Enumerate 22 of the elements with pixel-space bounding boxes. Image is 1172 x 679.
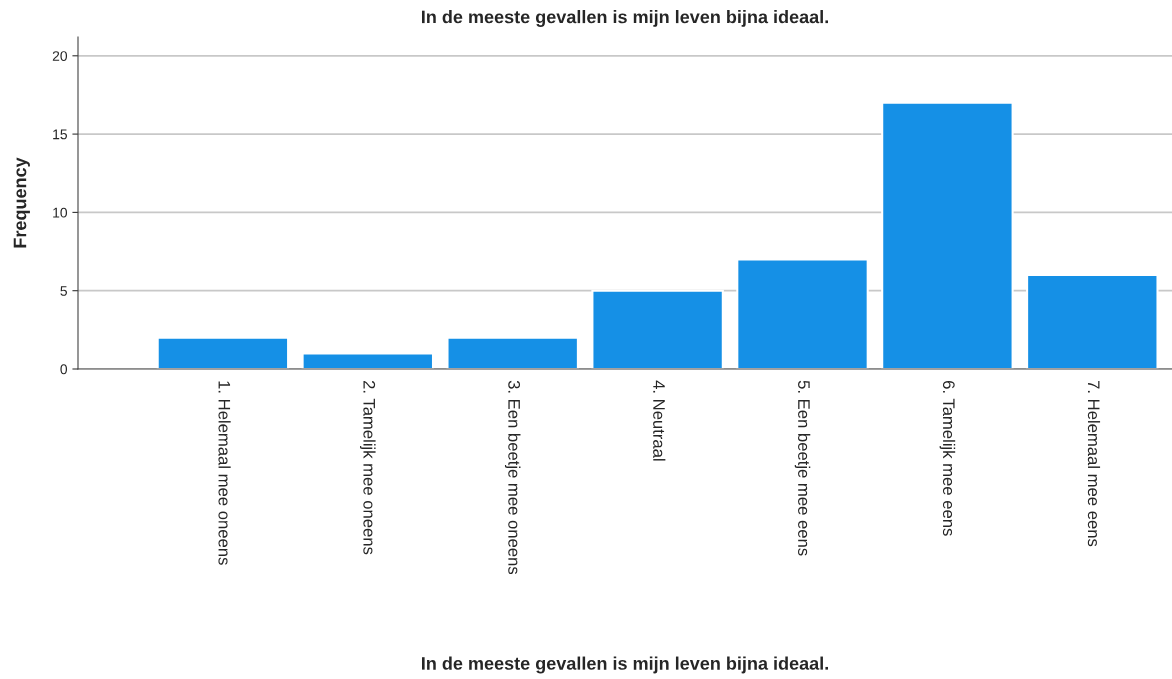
- x-tick-label: 2. Tamelijk mee oneens: [360, 380, 376, 555]
- x-tick-label: 6. Tamelijk mee eens: [939, 380, 956, 536]
- y-tick-label: 15: [53, 129, 67, 140]
- bar: [736, 258, 869, 369]
- y-tick-label: 20: [52, 51, 68, 61]
- bar: [591, 289, 724, 369]
- x-tick-label: 5. Een beetje mee eens: [794, 380, 811, 556]
- x-tick-label: 1. Helemaal mee oneens: [218, 381, 231, 565]
- y-tick-label: 10: [53, 207, 68, 218]
- bar: [881, 101, 1014, 369]
- bar: [446, 336, 579, 369]
- x-axis-title: In de meeste gevallen is mijn leven bijna ideaal.: [422, 656, 828, 674]
- bar: [301, 352, 435, 369]
- bar: [156, 336, 290, 369]
- y-tick-label: 0: [60, 364, 68, 375]
- y-tick-label: 5: [60, 286, 67, 296]
- x-tick-label: 7. Helemaal mee eens: [1087, 380, 1101, 547]
- x-tick-label: 3. Een beetje mee oneens: [504, 380, 521, 575]
- x-tick-label: 4. Neutraal: [653, 380, 666, 461]
- chart-title: In de meeste gevallen is mijn leven bijna ideaal.: [422, 10, 828, 27]
- bar: [1026, 274, 1159, 369]
- y-axis-title: Frequency: [13, 157, 30, 248]
